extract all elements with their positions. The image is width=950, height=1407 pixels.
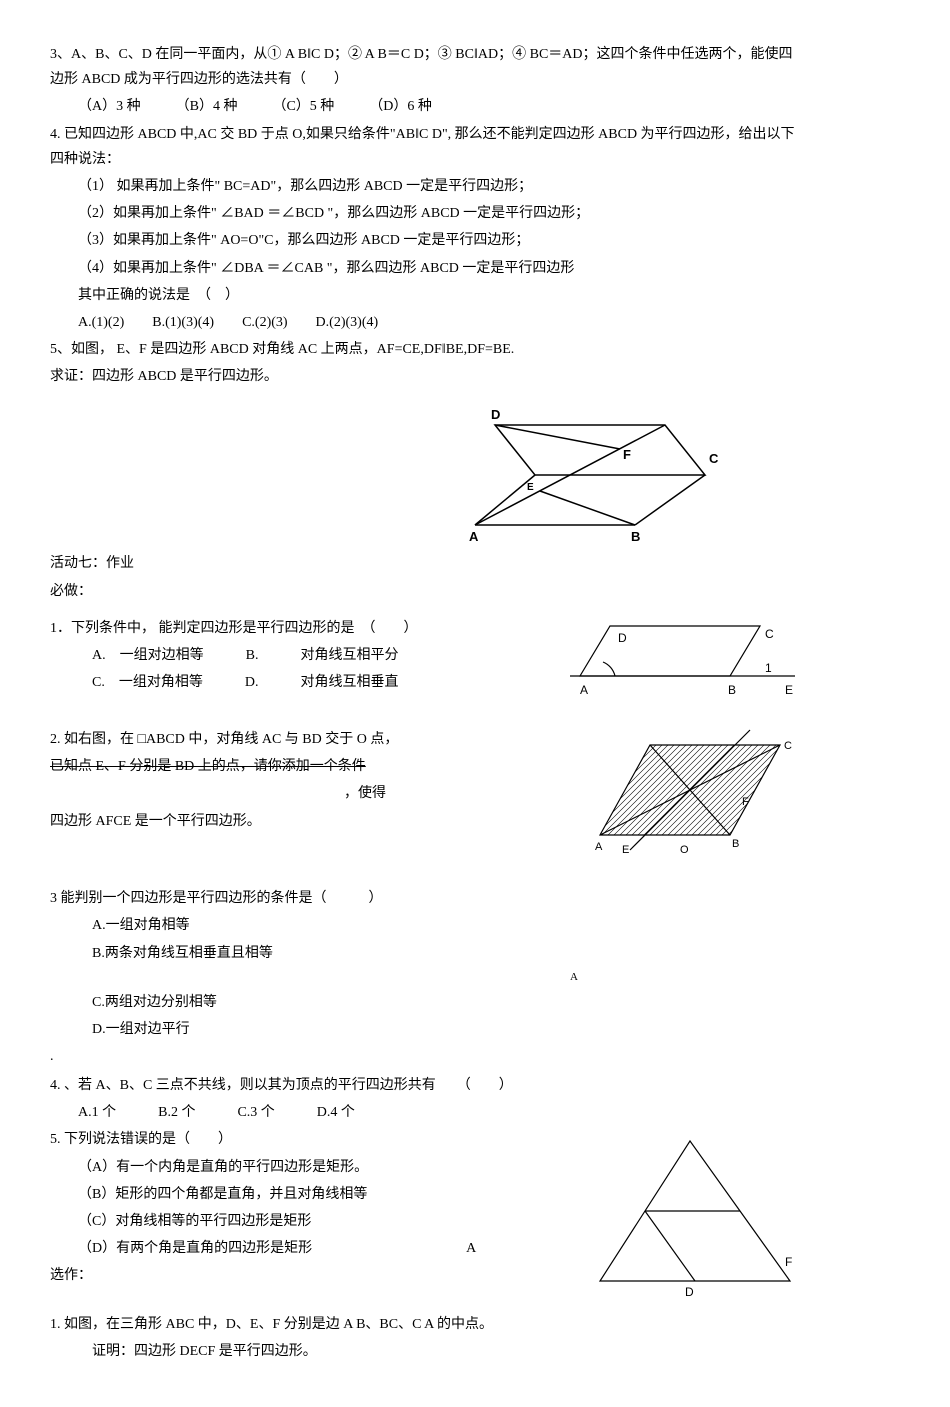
hq5-aa: A [466,1241,476,1256]
hq3-c: C.两组对边分别相等 [50,990,800,1015]
figure-triangle: F D [590,1131,800,1301]
label-f: F [623,447,631,462]
hq5-c: （C）对角线相等的平行四边形是矩形 [50,1209,590,1234]
figure-parallelogram-abcd: D C F E A B [445,395,725,545]
hq1-a: A. 一组对边相等 [92,648,204,663]
label3-e: E [622,844,629,856]
opt-q1-l1: 1. 如图，在三角形 ABC 中，D、E、F 分别是边 A B、BC、C A 的… [50,1312,800,1337]
hq1-b: B. 对角线互相平分 [246,648,399,663]
q4-s3: （3）如果再加上条件" AO=O"C，那么四边形 ABCD 一定是平行四边形； [50,228,800,253]
q4-options: A.(1)(2) B.(1)(3)(4) C.(2)(3) D.(2)(3)(4… [50,310,800,335]
optional-title: 选作： [50,1263,590,1288]
hq3-a: A.一组对角相等 [50,913,800,938]
q3-options: （A）3 种 （B）4 种 （C）5 种 （D）6 种 [50,94,800,119]
label3-o: O [680,844,689,856]
label3-c: C [784,740,792,752]
hq5-a: （A）有一个内角是直角的平行四边形是矩形。 [50,1155,590,1180]
label-d: D [491,407,500,422]
label2-a: A [580,683,588,697]
label2-e: E [785,683,793,697]
hq1-c: C. 一组对角相等 [92,675,203,690]
hq3-stem: 3 能判别一个四边形是平行四边形的条件是（ ） [50,886,800,911]
q3-stem: 3、A、B、C、D 在同一平面内，从① A B‖C D；② A B＝C D；③ … [50,42,800,92]
figure-hatched-parallelogram: A B C E F O [580,725,800,875]
q5-line2: 求证：四边形 ABCD 是平行四边形。 [50,364,800,389]
q4-stem: 4. 已知四边形 ABCD 中,AC 交 BD 于点 O,如果只给条件"AB‖C… [50,122,800,172]
hq4-stem: 4. 、若 A、B、C 三点不共线，则以其为顶点的平行四边形共有 （ ） [50,1073,590,1098]
q4-s5: 其中正确的说法是 （ ） [50,283,800,308]
hq2-l4: 四边形 AFCE 是一个平行四边形。 [50,809,580,834]
hq1-d: D. 对角线互相垂直 [245,675,399,690]
label2-b: B [728,683,736,697]
label4-f: F [785,1255,792,1269]
label4-d: D [685,1285,694,1299]
hq4-options: A.1 个 B.2 个 C.3 个 D.4 个 [50,1100,590,1125]
hq2-l2: 已知点 E、F 分别是 BD 上的点，请你添加一个条件 [50,754,580,779]
label-c: C [709,451,719,466]
hq5-b: （B）矩形的四个角都是直角，并且对角线相等 [50,1182,590,1207]
opt-q1-l2: 证明：四边形 DECF 是平行四边形。 [50,1339,800,1364]
label3-f: F [742,796,749,808]
label2-c: C [765,627,774,641]
label-a: A [469,529,479,544]
figure-parallelogram-small: D C A B E 1 [570,606,800,716]
hq5-d: （D）有两个角是直角的四边形是矩形 [78,1241,312,1256]
hq3-d: D.一组对边平行 [50,1017,800,1042]
hq3-b: B.两条对角线互相垂直且相等 [50,941,800,966]
label3-a: A [595,841,603,853]
hq5-stem: 5. 下列说法错误的是（ ） [50,1127,590,1152]
label-e: E [527,482,534,493]
label3-b: B [732,838,739,850]
label2-1: 1 [765,661,772,675]
hq1-stem: 1．下列条件中， 能判定四边形是平行四边形的是 （ ） [50,616,570,641]
label-b: B [631,529,640,544]
hq2-l1: 2. 如右图，在 □ABCD 中，对角线 AC 与 BD 交于 O 点， [50,727,580,752]
activity7-title: 活动七：作业 [50,551,800,576]
hq4-dot: . [50,1044,800,1069]
must-do-label: 必做： [50,579,800,604]
label2-d: D [618,631,627,645]
q4-s2: （2）如果再加上条件" ∠BAD ＝∠BCD "，那么四边形 ABCD 一定是平… [50,201,800,226]
q5-line1: 5、如图， E、F 是四边形 ABCD 对角线 AC 上两点，AF=CE,DF‖… [50,337,800,362]
hq2-l3: ，使得 [50,781,580,806]
stray-a-label: A [570,968,800,988]
q4-s1: （1） 如果再加上条件" BC=AD"，那么四边形 ABCD 一定是平行四边形； [50,174,800,199]
q4-s4: （4）如果再加上条件" ∠DBA ＝∠CAB "，那么四边形 ABCD 一定是平… [50,256,800,281]
